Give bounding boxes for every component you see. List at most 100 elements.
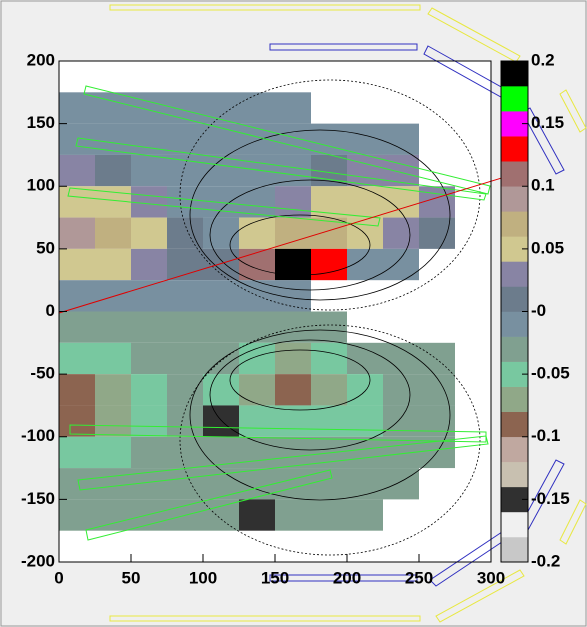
heatmap-cell <box>167 374 203 406</box>
heatmap-cell <box>59 436 95 469</box>
heatmap-cell <box>275 311 311 343</box>
heatmap-cell <box>311 374 347 406</box>
heatmap-cell <box>131 405 167 437</box>
heatmap-cell <box>383 374 419 406</box>
heatmap-cell <box>59 248 95 281</box>
color-bar-segment <box>501 436 528 463</box>
heatmap-cell <box>203 92 239 124</box>
heatmap-cell <box>59 280 95 312</box>
heatmap-cell <box>239 186 275 218</box>
heatmap-cell <box>239 405 275 437</box>
heatmap-cell <box>419 374 455 406</box>
heatmap-cell <box>311 311 347 343</box>
y-tick-label: 200 <box>27 50 55 69</box>
heatmap-cell <box>167 311 203 343</box>
heatmap-cell <box>347 374 383 406</box>
color-bar-segment <box>501 86 528 112</box>
heatmap-cell <box>383 342 419 375</box>
y-tick-label: 100 <box>27 176 55 195</box>
heatmap-cell <box>167 154 203 187</box>
heatmap-cell <box>203 499 239 531</box>
heatmap-cell <box>131 342 167 375</box>
heatmap-cell <box>275 436 311 469</box>
heatmap-cell <box>167 436 203 469</box>
yellow-outlines <box>109 4 587 623</box>
color-bar-segment <box>501 286 528 312</box>
heatmap-cell <box>59 186 95 218</box>
heatmap-cell <box>419 186 455 218</box>
heatmap-cell <box>275 154 311 187</box>
heatmap-cell <box>203 186 239 218</box>
y-tick-label: -150 <box>21 489 55 508</box>
x-tick-label: 200 <box>333 568 361 587</box>
x-tick-label: 50 <box>122 568 141 587</box>
heatmap-cell <box>383 154 419 187</box>
color-bar-segment <box>501 136 528 162</box>
trajectory <box>58 172 519 314</box>
heatmap-cell <box>347 154 383 187</box>
heatmap-cell <box>203 405 239 437</box>
heatmap-cell <box>131 92 167 124</box>
heatmap-cell <box>59 468 95 500</box>
heatmap-cell <box>239 468 275 500</box>
color-bar-segment <box>501 311 528 337</box>
contours <box>179 79 481 556</box>
heatmap-cell <box>311 248 347 281</box>
heatmap-cell <box>275 499 311 531</box>
heatmap-cell <box>95 123 131 155</box>
z-tick-label: -0.1 <box>531 426 560 445</box>
x-tick-label: 250 <box>405 568 433 587</box>
heatmap-cell <box>59 311 95 343</box>
heatmap-cell <box>95 92 131 124</box>
color-bar-segment <box>501 461 528 488</box>
heatmap-cell <box>131 374 167 406</box>
heatmap-cell <box>59 499 95 531</box>
heatmap-cell <box>347 468 383 500</box>
heatmap-cell <box>131 186 167 218</box>
heatmap-cell <box>131 123 167 155</box>
heatmap-cell <box>95 342 131 375</box>
heatmap-cell <box>239 280 275 312</box>
y-tick-label: 0 <box>46 301 55 320</box>
heatmap-cell <box>95 374 131 406</box>
heatmap-cell <box>239 499 275 531</box>
heatmap-cell <box>131 154 167 187</box>
heatmap-cell <box>95 468 131 500</box>
heatmap-cell <box>95 499 131 531</box>
heatmap-cell <box>167 123 203 155</box>
heatmap-cell <box>167 217 203 249</box>
heatmap-cell <box>275 374 311 406</box>
heatmap-cell <box>131 217 167 249</box>
heatmap-cell <box>311 499 347 531</box>
heatmap-cell <box>239 248 275 281</box>
heatmap-cell <box>95 217 131 249</box>
x-tick-label: 100 <box>189 568 217 587</box>
z-tick-label: 0.2 <box>531 50 555 69</box>
heatmap-cell <box>275 186 311 218</box>
heatmap-cell <box>203 123 239 155</box>
heatmap-cell <box>239 154 275 187</box>
x-tick-label: 0 <box>54 568 63 587</box>
z-tick-label: 0.15 <box>531 113 564 132</box>
color-bar-segment <box>501 211 528 237</box>
x-tick-label: 300 <box>477 568 505 587</box>
heatmap-cell <box>131 311 167 343</box>
heatmap-cell <box>167 186 203 218</box>
z-tick-label: -0.2 <box>531 551 560 570</box>
heatmap-cell <box>311 405 347 437</box>
heatmap-cell <box>59 154 95 187</box>
heatmap-cell <box>347 123 383 155</box>
heatmap-cell <box>383 405 419 437</box>
color-bar-segment <box>501 511 528 538</box>
heatmap-cell <box>167 248 203 281</box>
heatmap-cell <box>275 248 311 281</box>
z-tick-label: 0.1 <box>531 176 555 195</box>
heatmap-cell <box>239 311 275 343</box>
color-bar-segment <box>501 186 528 212</box>
color-bar-segment <box>501 386 528 412</box>
heatmap-cell <box>347 436 383 469</box>
z-tick-label: -0.05 <box>531 364 570 383</box>
heatmap-cell <box>59 405 95 437</box>
heatmap-cell <box>59 374 95 406</box>
